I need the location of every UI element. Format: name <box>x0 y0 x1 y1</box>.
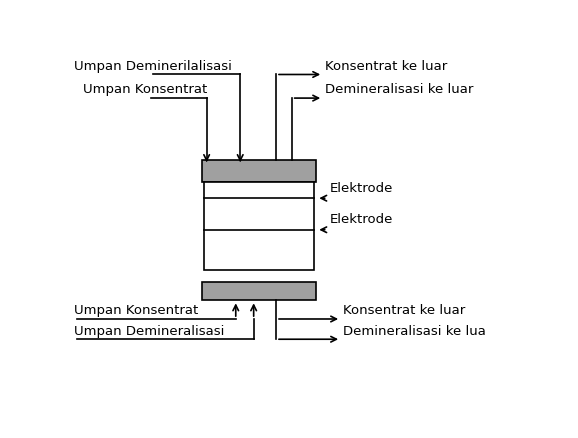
Bar <box>205 182 314 270</box>
Text: Elektrode: Elektrode <box>330 182 393 195</box>
Text: Demineralisasi ke luar: Demineralisasi ke luar <box>325 83 474 96</box>
Text: Umpan Konsentrat: Umpan Konsentrat <box>83 83 208 96</box>
Text: Konsentrat ke luar: Konsentrat ke luar <box>343 304 465 317</box>
Text: Demineralisasi ke lua: Demineralisasi ke lua <box>343 325 486 338</box>
Text: Umpan Konsentrat: Umpan Konsentrat <box>75 304 199 317</box>
Text: Umpan Deminerilalisasi: Umpan Deminerilalisasi <box>75 60 232 73</box>
Text: Umpan Demineralisasi: Umpan Demineralisasi <box>75 325 225 338</box>
Text: Konsentrat ke luar: Konsentrat ke luar <box>325 60 447 73</box>
Bar <box>202 160 316 182</box>
Text: Elektrode: Elektrode <box>330 213 393 226</box>
Bar <box>202 282 316 300</box>
